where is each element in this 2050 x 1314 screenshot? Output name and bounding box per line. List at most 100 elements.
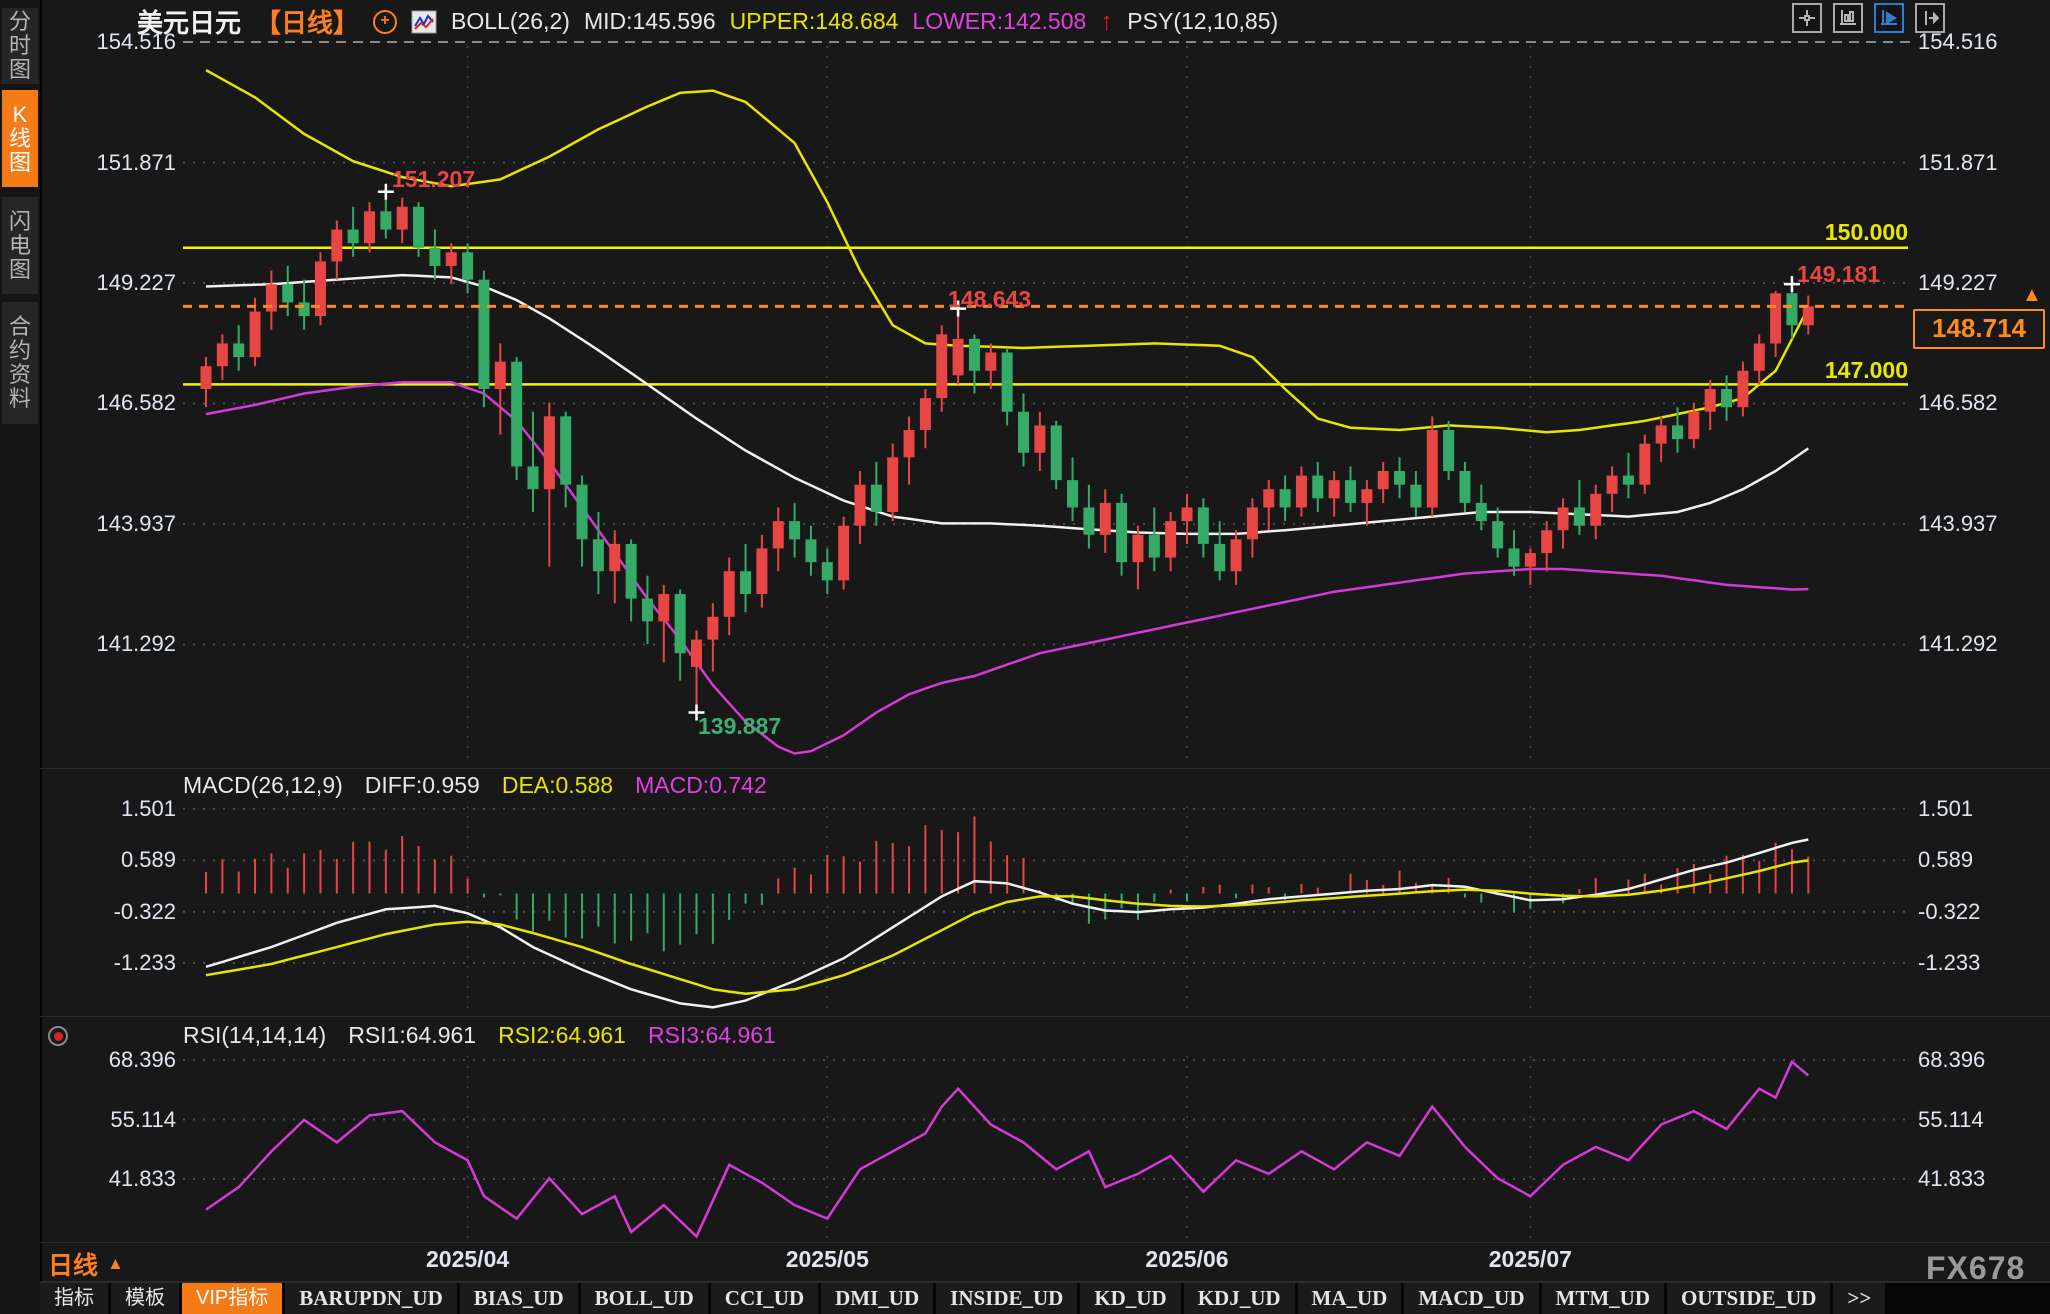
sidebar-tab-char: 合: [8, 314, 31, 339]
rsi-axis-label-right: 55.114: [1918, 1106, 1984, 1132]
rsi-axis-label-left: 55.114: [110, 1106, 176, 1132]
panel-divider: [40, 768, 2050, 769]
price-axis-label-left: 146.582: [96, 390, 176, 416]
x-axis-label: 2025/06: [1145, 1246, 1229, 1272]
rsi-title: RSI(14,14,14): [183, 1022, 327, 1048]
macd-macd-value: MACD:0.742: [635, 772, 767, 798]
indicator-tab-inside_ud[interactable]: INSIDE_UD: [936, 1283, 1078, 1314]
price-axis-label-left: 143.937: [96, 510, 176, 536]
indicator-tab-kdj_ud[interactable]: KDJ_UD: [1183, 1283, 1295, 1314]
panel-divider: [40, 1242, 2050, 1243]
indicator-tab-ma_ud[interactable]: MA_UD: [1297, 1283, 1402, 1314]
sidebar-tab-char: 线: [8, 125, 31, 151]
rsi2-value: RSI2:64.961: [498, 1022, 626, 1048]
macd-axis-label-left: 1.501: [120, 796, 176, 821]
price-axis-label-left: 149.227: [96, 269, 176, 295]
annotation-low-april: 139.887: [698, 713, 782, 739]
period-selector[interactable]: 日线 ▲: [48, 1246, 124, 1282]
indicator-tab-指标[interactable]: 指标: [40, 1283, 108, 1314]
last-price-box: 148.714: [1913, 309, 2045, 349]
sidebar-tab-char: 时: [8, 33, 31, 58]
indicator-tab-outside_ud[interactable]: OUTSIDE_UD: [1667, 1283, 1831, 1314]
chart-play-icon[interactable]: [1874, 3, 1904, 33]
price-axis-label-right: 151.871: [1918, 149, 1998, 175]
up-arrow-icon: ↑: [1100, 6, 1114, 36]
rsi-header: RSI(14,14,14) RSI1:64.961 RSI2:64.961 RS…: [183, 1022, 776, 1049]
rsi-axis-label-right: 68.396: [1918, 1047, 1986, 1072]
macd-axis-label-right: 0.589: [1918, 847, 1974, 873]
x-axis-label: 2025/07: [1488, 1246, 1572, 1272]
sidebar-tab-char: 约: [8, 338, 31, 363]
price-axis-label-right: 154.516: [1918, 29, 1998, 54]
macd-axis-label-left: -1.233: [113, 950, 176, 975]
macd-axis-label-left: -0.322: [113, 898, 176, 924]
indicator-tab-dmi_ud[interactable]: DMI_UD: [821, 1283, 934, 1314]
chart-arrow-icon[interactable]: [1915, 3, 1945, 33]
sidebar-tab-3[interactable]: 闪电图: [2, 197, 38, 294]
sidebar-tab-4[interactable]: 合约资料: [2, 302, 38, 424]
price-axis-label-left: 141.292: [96, 631, 176, 657]
annotation-high-april: 151.207: [392, 166, 476, 192]
rsi-axis-label-left: 41.833: [108, 1166, 176, 1191]
indicator-tab-barupdn_ud[interactable]: BARUPDN_UD: [285, 1283, 457, 1314]
psy-indicator-label: PSY(12,10,85): [1127, 8, 1279, 34]
sidebar-tab-char: 电: [8, 232, 31, 258]
sidebar-tab-char: 图: [8, 256, 31, 282]
macd-axis-label-right: -1.233: [1918, 950, 1981, 975]
indicator-tab-kd_ud[interactable]: KD_UD: [1080, 1283, 1181, 1314]
macd-axis-label-left: 0.589: [120, 847, 176, 873]
indicator-tab-macd_ud[interactable]: MACD_UD: [1404, 1283, 1539, 1314]
symbol-title: 美元日元: [137, 8, 242, 38]
sidebar-tab-char: K: [12, 101, 28, 127]
sidebar-tab-1[interactable]: 分时图: [2, 8, 38, 84]
macd-diff-value: DIFF:0.959: [364, 772, 480, 798]
indicator-tab-boll_ud[interactable]: BOLL_UD: [580, 1283, 708, 1314]
rsi-axis-label-right: 41.833: [1918, 1166, 1986, 1191]
price-axis-label-left: 154.516: [96, 29, 176, 54]
target-icon[interactable]: +: [373, 9, 398, 34]
hline-150-label: 150.000: [1824, 219, 1908, 245]
sidebar-tab-char: 图: [8, 149, 31, 175]
macd-title: MACD(26,12,9): [183, 772, 343, 798]
period-arrow-icon: ▲: [107, 1254, 124, 1273]
panel-divider: [40, 1016, 2050, 1017]
indicator-tabbar: 指标 模板 VIP指标 BARUPDN_UD BIAS_UD BOLL_UD CCI_UD D…: [40, 1281, 2050, 1314]
annotation-high-may: 148.643: [948, 286, 1032, 312]
hline-147-label: 147.000: [1824, 357, 1908, 383]
sidebar-tab-char: 资: [8, 362, 31, 387]
view-mode-buttons: [1792, 3, 1945, 33]
watermark: FX678: [1926, 1250, 2026, 1286]
x-axis-label: 2025/04: [426, 1246, 510, 1272]
annotation-high-july: 149.181: [1797, 261, 1881, 287]
boll-lower-value: LOWER:142.508: [912, 8, 1087, 34]
pan-grid-icon[interactable]: [1792, 3, 1822, 33]
sidebar-tab-char: 闪: [8, 208, 31, 234]
sidebar-tab-char: 分: [8, 9, 31, 34]
boll-indicator-label: BOLL(26,2): [451, 8, 570, 34]
price-axis-label-right: 149.227: [1918, 269, 1998, 295]
indicator-tab-mtm_ud[interactable]: MTM_UD: [1541, 1283, 1664, 1314]
boll-mid-value: MID:145.596: [583, 8, 716, 34]
rsi-axis-label-left: 68.396: [108, 1047, 176, 1072]
tabbar-more-button[interactable]: >>: [1833, 1283, 1886, 1314]
macd-axis-label-right: 1.501: [1918, 796, 1974, 821]
boll-upper-value: UPPER:148.684: [729, 8, 899, 34]
sidebar-tab-char: 料: [8, 386, 31, 411]
chart-axes-icon[interactable]: [1833, 3, 1863, 33]
record-dot-icon: [48, 1026, 68, 1046]
rsi3-value: RSI3:64.961: [647, 1022, 776, 1048]
indicator-tab-模板[interactable]: 模板: [111, 1283, 179, 1314]
price-axis-label-right: 141.292: [1918, 631, 1998, 657]
indicator-tab-cci_ud[interactable]: CCI_UD: [710, 1283, 819, 1314]
sidebar-tab-char: 图: [8, 57, 31, 82]
indicator-tab-bias_ud[interactable]: BIAS_UD: [459, 1283, 578, 1314]
indicator-tab-vip指标[interactable]: VIP指标: [182, 1283, 283, 1314]
x-axis-label: 2025/05: [785, 1246, 869, 1272]
mini-chart-icon: [411, 10, 437, 33]
macd-header: MACD(26,12,9) DIFF:0.959 DEA:0.588 MACD:…: [183, 772, 767, 799]
period-label: 日线: [48, 1252, 99, 1280]
